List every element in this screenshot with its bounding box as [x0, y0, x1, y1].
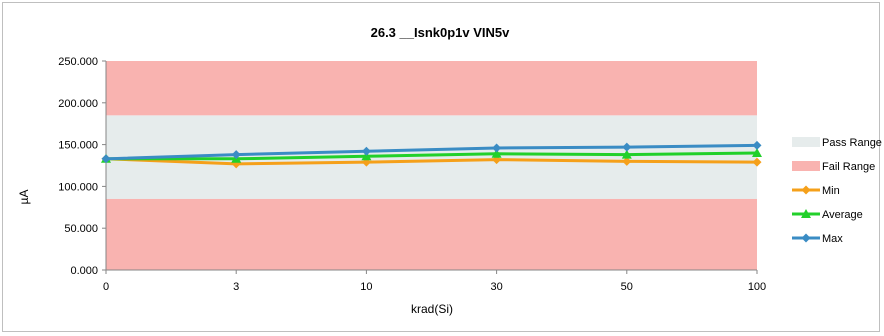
series-layer	[101, 140, 762, 169]
bands-layer	[106, 61, 757, 270]
y-tick-label: 150.000	[58, 140, 98, 152]
legend-marker-average	[801, 209, 811, 218]
chart-title: 26.3 __Isnk0p1v VIN5v	[371, 25, 511, 40]
y-tick-label: 100.000	[58, 181, 98, 193]
data-point-max	[752, 140, 762, 150]
data-point-average	[752, 147, 762, 157]
series-line-max	[105, 143, 758, 161]
legend: Pass Range Fail Range Min Average Max	[792, 137, 882, 245]
x-tick-label: 100	[748, 281, 766, 293]
data-point-average	[361, 151, 372, 161]
legend-label-min: Min	[822, 185, 840, 197]
legend-label-average: Average	[822, 209, 863, 221]
legend-label-max: Max	[822, 233, 843, 245]
x-tick-label: 10	[360, 281, 372, 293]
x-tick-label: 30	[490, 281, 502, 293]
legend-label-fail-range: Fail Range	[822, 161, 875, 173]
band-pass-range-0	[106, 115, 757, 199]
series-line-min	[105, 157, 758, 166]
data-point-max	[231, 150, 241, 160]
data-point-max	[622, 142, 632, 152]
legend-swatch-fail-range	[792, 161, 820, 171]
data-point-average	[621, 149, 632, 159]
x-tick-label: 50	[621, 281, 633, 293]
series-line-average	[106, 151, 758, 161]
band-fail-range-1	[106, 198, 757, 270]
data-point-max	[101, 154, 111, 164]
legend-marker-min	[801, 185, 811, 195]
legend-marker-max	[801, 233, 811, 243]
band-fail-range-2	[106, 61, 757, 116]
data-point-min	[752, 157, 762, 167]
x-tick-label: 3	[233, 281, 239, 293]
legend-swatch-pass-range	[792, 137, 820, 147]
y-tick-label: 0.000	[70, 265, 98, 277]
x-axis-label: krad(Si)	[411, 302, 453, 316]
legend-label-pass-range: Pass Range	[822, 137, 882, 149]
x-tick-label: 0	[103, 281, 109, 293]
axes-layer: 0.000 50.000 100.000 150.000 200.000 250.000 0…	[58, 56, 766, 293]
data-point-max	[492, 143, 502, 153]
data-point-min	[622, 156, 632, 166]
data-point-average	[491, 148, 502, 158]
y-tick-label: 200.000	[58, 98, 98, 110]
data-point-max	[361, 146, 371, 156]
y-tick-label: 50.000	[64, 223, 98, 235]
y-axis-label: µA	[17, 190, 31, 205]
y-tick-label: 250.000	[58, 56, 98, 68]
